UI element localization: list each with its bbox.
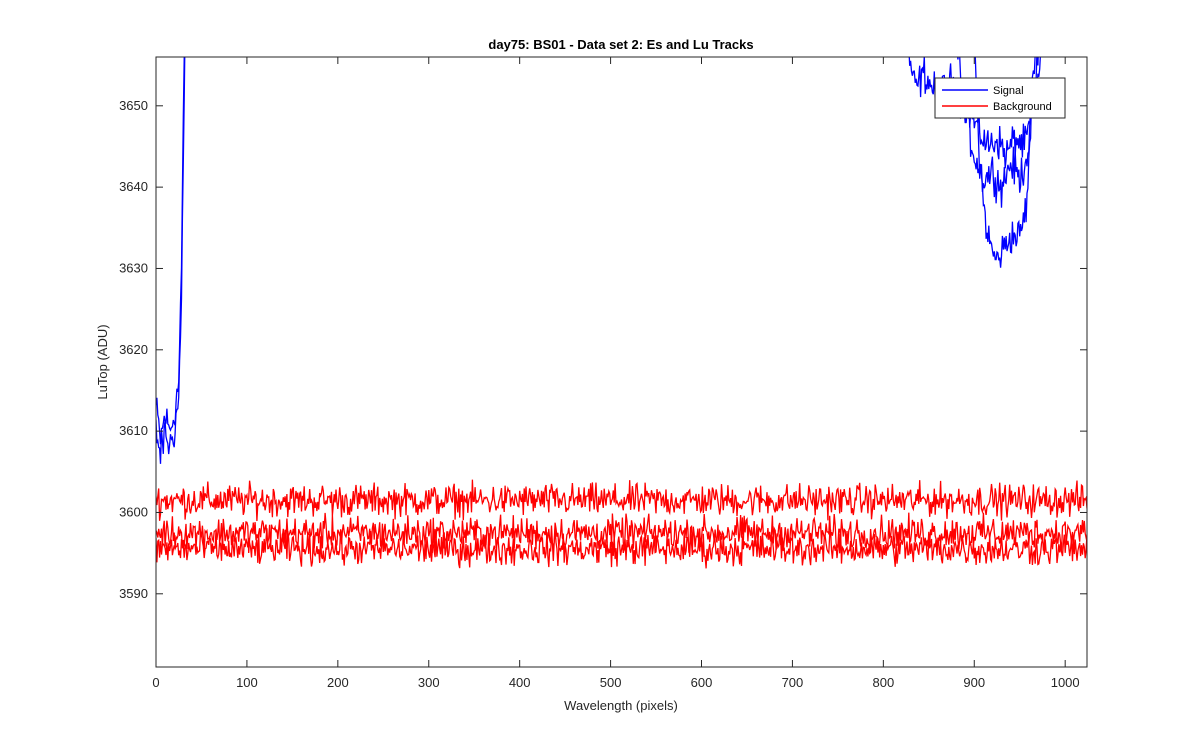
y-tick-label: 3640 [119,179,148,194]
plot-frame [155,56,1088,668]
y-axis-label: LuTop (ADU) [95,324,110,399]
series-signal-trace-4 [974,57,1036,268]
x-tick-label: 900 [963,675,985,690]
x-tick-label: 0 [152,675,159,690]
x-tick-label: 500 [600,675,622,690]
plot-area [156,57,1087,667]
y-tick-label: 3630 [119,260,148,275]
series-signal-trace-1 [156,57,186,464]
series-background [156,479,1087,569]
x-axis-label: Wavelength (pixels) [564,698,678,713]
y-tick-label: 3600 [119,504,148,519]
y-tick-label: 3620 [119,342,148,357]
x-tick-label: 700 [782,675,804,690]
y-tick-label: 3610 [119,423,148,438]
chart-title: day75: BS01 - Data set 2: Es and Lu Trac… [488,37,753,52]
series-signal [156,57,1041,464]
legend-label-background: Background [993,101,1052,113]
series-layer [156,57,1087,569]
x-tick-label: 200 [327,675,349,690]
x-tick-label: 600 [691,675,713,690]
x-tick-label: 800 [872,675,894,690]
series-signal-trace-3 [957,57,1039,208]
x-tick-label: 100 [236,675,258,690]
y-tick-label: 3590 [119,586,148,601]
legend-label-signal: Signal [993,85,1024,97]
y-tick-label: 3650 [119,98,148,113]
series-background-trace-0 [156,479,1087,522]
x-tick-label: 400 [509,675,531,690]
legend-box [934,77,1066,119]
series-background-trace-1 [156,512,1087,554]
legend: Signal Background [934,77,1066,119]
series-signal-trace-2 [908,57,1041,169]
series-background-trace-2 [156,528,1087,569]
x-tick-label: 300 [418,675,440,690]
x-tick-label: 1000 [1051,675,1080,690]
axes-ticks: 0 100 200 300 400 500 600 700 800 900 1000 3590 3600… [119,57,1087,690]
